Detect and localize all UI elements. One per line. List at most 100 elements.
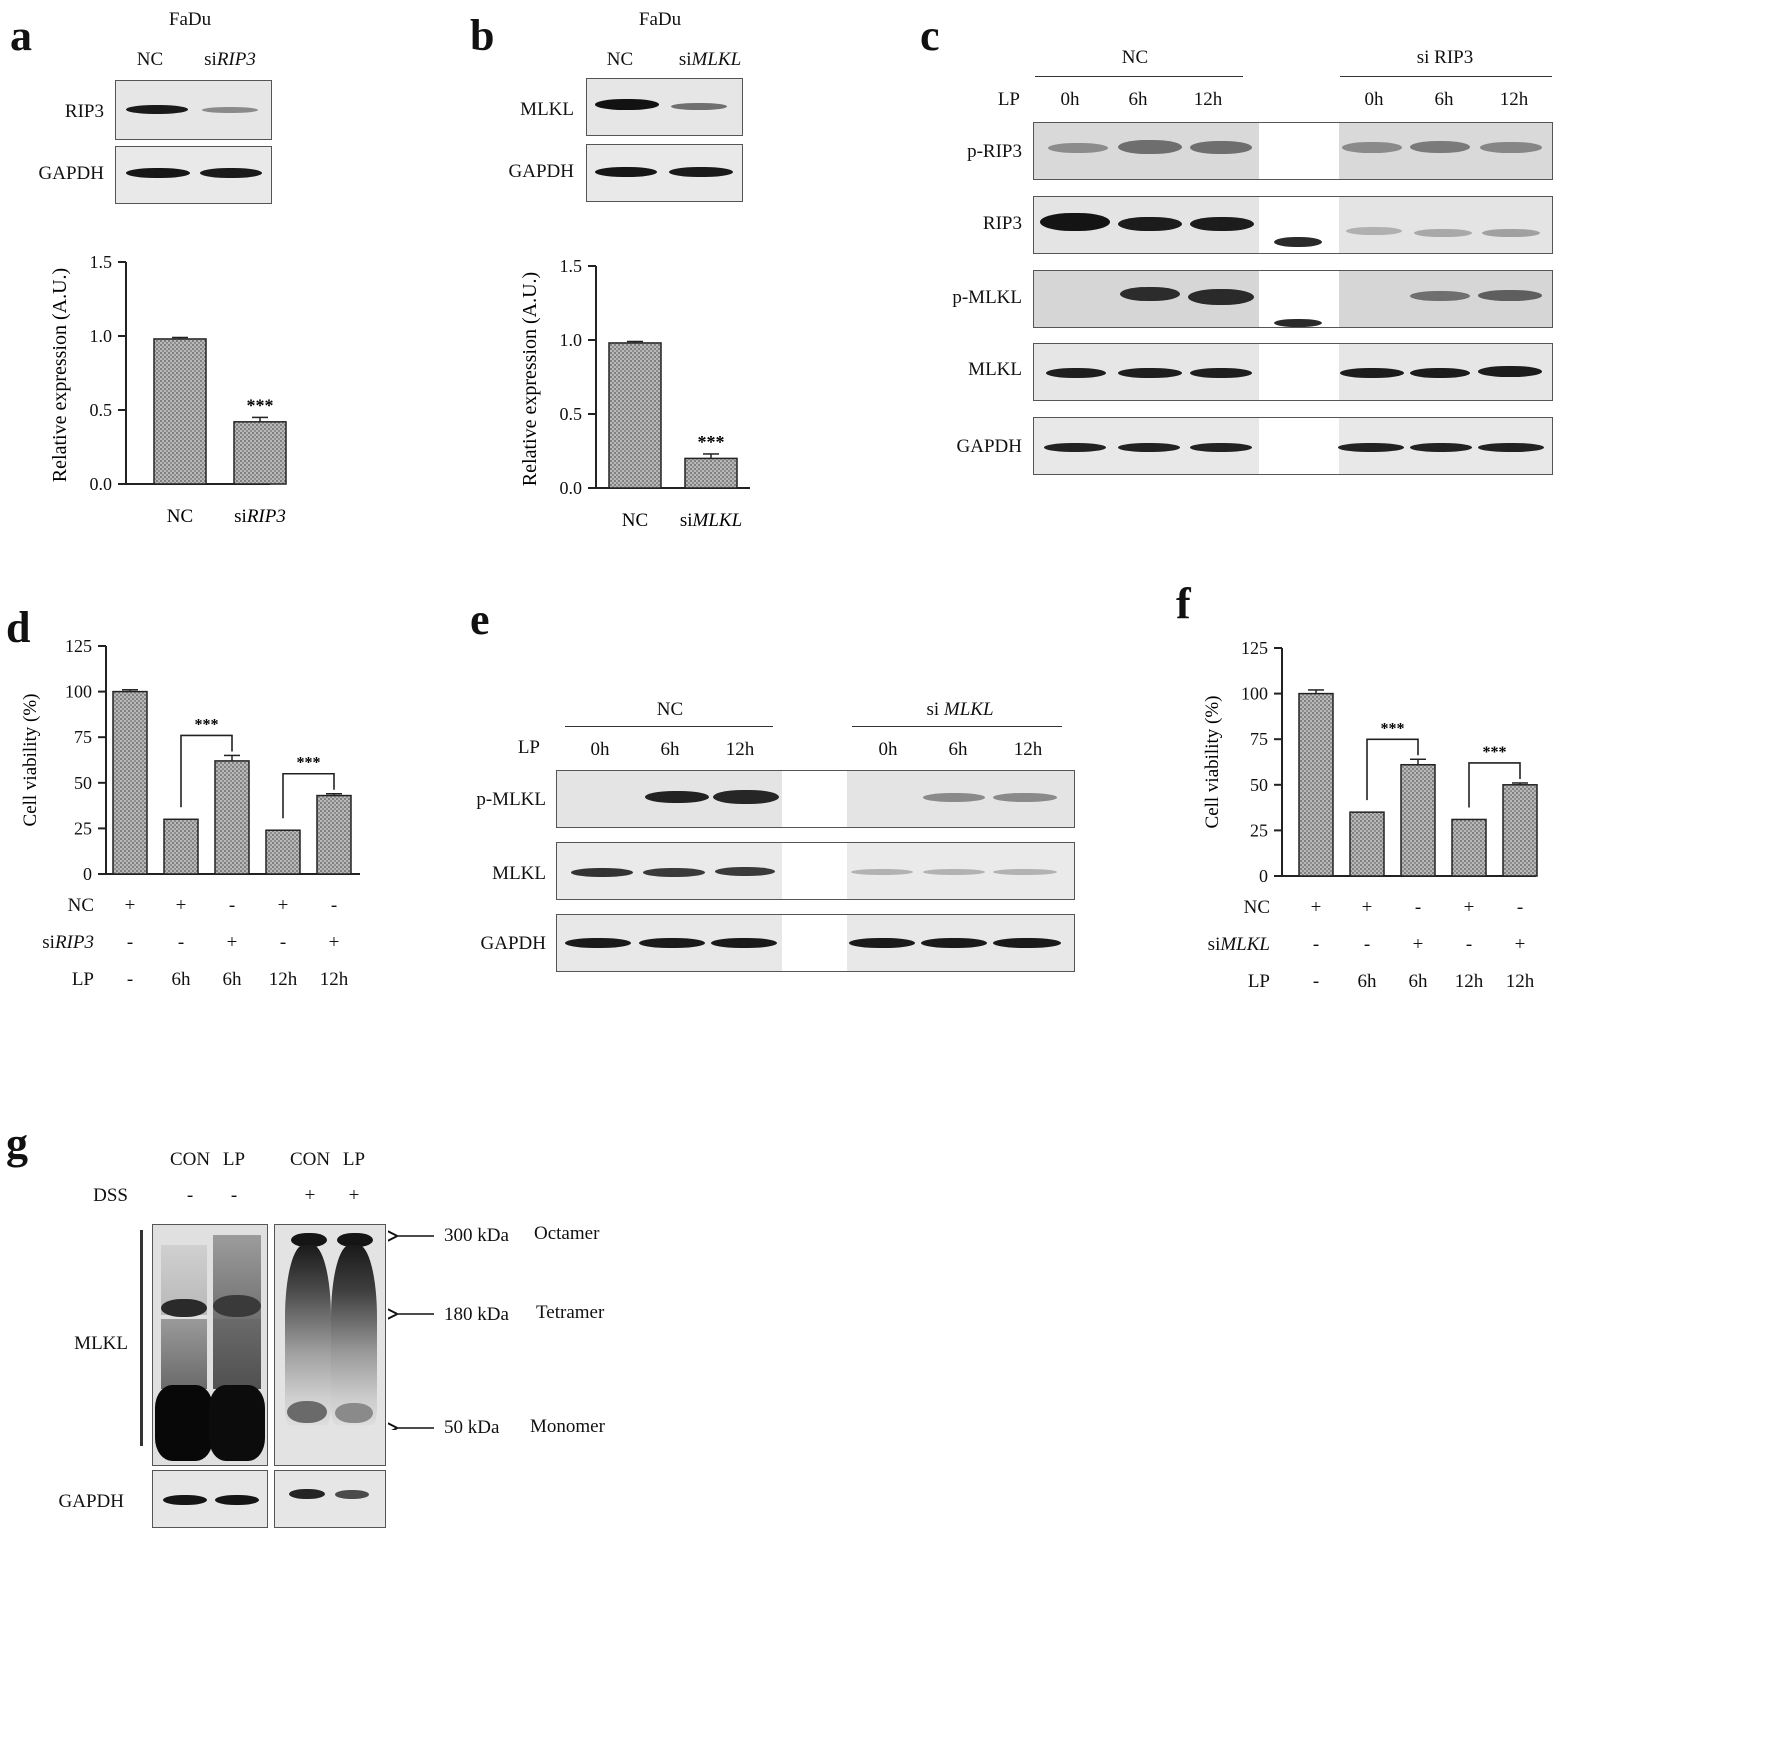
blot-rip3 (1033, 196, 1553, 254)
comparison-bracket (282, 772, 335, 819)
significance-label: *** (297, 755, 321, 772)
marker-form: Octamer (534, 1223, 600, 1244)
band (711, 938, 777, 948)
band (287, 1401, 327, 1423)
time-label: 0h (1060, 89, 1080, 110)
band (161, 1299, 207, 1317)
chart-b: Relative expression (A.U.) 0.0 0.5 1.0 1.5 N… (519, 256, 750, 531)
band (200, 168, 262, 178)
condition-value: 6h (1357, 971, 1377, 992)
gap (1259, 344, 1339, 400)
band (993, 869, 1057, 875)
time-label: 6h (948, 739, 968, 760)
band (851, 869, 913, 875)
lane-label-nc: NC (606, 49, 634, 70)
condition-value: + (328, 932, 340, 953)
condition-value: - (330, 895, 338, 916)
condition-value: - (228, 895, 236, 916)
condition-value: 6h (222, 969, 242, 990)
y-tick-label: 0.0 (90, 474, 113, 494)
condition-value: - (1312, 934, 1320, 955)
marker-form: Monomer (530, 1416, 605, 1437)
band (1480, 142, 1542, 153)
bar (1349, 811, 1385, 877)
panel-letter-b: b (470, 11, 495, 60)
bar (214, 760, 250, 875)
band (595, 167, 657, 177)
band (1120, 287, 1180, 301)
band (126, 105, 188, 114)
condition-prefix: si (1207, 934, 1221, 955)
bar (1400, 763, 1436, 877)
group-label-nc: NC (1121, 47, 1149, 68)
bar (233, 421, 287, 485)
significance-label: *** (698, 432, 725, 452)
significance-label: *** (195, 716, 219, 733)
significance-label: *** (1483, 744, 1507, 761)
y-tick-label: 125 (1241, 638, 1268, 658)
band (1190, 443, 1252, 452)
band (1274, 237, 1322, 247)
condition-value: - (1312, 971, 1320, 992)
band (335, 1490, 369, 1499)
bar (608, 342, 662, 489)
band (923, 869, 985, 875)
bar (153, 338, 207, 485)
band (1188, 289, 1254, 305)
band (923, 793, 985, 802)
blot-rip3 (115, 80, 272, 140)
time-label: 12h (1013, 739, 1043, 760)
condition-gene: MLKL (1220, 934, 1270, 955)
band (163, 1495, 207, 1505)
band (1478, 290, 1542, 301)
bar (112, 690, 148, 875)
blot-mlkl-dss (274, 1224, 386, 1466)
blot-gapdh (1033, 417, 1553, 475)
bar (1451, 818, 1487, 877)
y-tick-label: 100 (65, 682, 92, 702)
bar (684, 457, 738, 489)
condition-value: 12h (1505, 971, 1535, 992)
blot-p-rip3 (1033, 122, 1553, 180)
chart-f: Cell viability (%) 0 25 50 75 100 125 *** *** (1202, 638, 1538, 886)
comparison-bracket (1366, 738, 1419, 801)
chart-d: Cell viability (%) 0 25 50 75 100 125 *** *** (20, 636, 360, 884)
bar (1298, 692, 1334, 877)
x-tick-prefix: si (680, 510, 693, 531)
condition-row-label: siRIP3 (0, 933, 94, 952)
lane-label-lp: LP (222, 1149, 246, 1170)
marker-size: 300 kDa (444, 1225, 509, 1246)
bar (316, 794, 352, 875)
marker-size: 180 kDa (444, 1304, 509, 1325)
dss-value: - (230, 1185, 238, 1206)
lp-row-label: LP (517, 737, 540, 758)
dss-value: + (348, 1185, 360, 1206)
panel-letter-d: d (6, 603, 31, 652)
blot-label-p-mlkl: p-MLKL (476, 789, 546, 810)
dss-value: + (304, 1185, 316, 1206)
y-tick-label: 75 (1250, 729, 1268, 749)
band (1410, 368, 1470, 378)
blot-mlkl-native (152, 1224, 268, 1466)
x-tick-label: siRIP3 (234, 506, 286, 527)
time-label: 0h (878, 739, 898, 760)
gap (1259, 271, 1339, 327)
condition-value: - (177, 932, 185, 953)
condition-value: + (1310, 897, 1322, 918)
y-axis-title: Relative expression (A.U.) (49, 268, 71, 482)
band (639, 938, 705, 948)
dss-value: - (186, 1185, 194, 1206)
y-tick-label: 0.5 (560, 404, 583, 424)
cell-line-label: FaDu (168, 9, 212, 30)
band (335, 1403, 373, 1423)
y-axis-title: Cell viability (%) (1202, 696, 1223, 829)
bar (163, 818, 199, 875)
band (993, 938, 1061, 948)
comparison-bracket (180, 734, 233, 808)
gap (782, 843, 847, 899)
blot-mlkl (556, 842, 1075, 900)
band (565, 938, 631, 948)
x-tick-label: NC (167, 506, 193, 527)
band (1482, 229, 1540, 237)
